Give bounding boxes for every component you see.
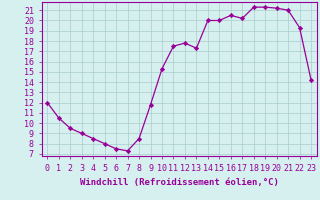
X-axis label: Windchill (Refroidissement éolien,°C): Windchill (Refroidissement éolien,°C) [80, 178, 279, 187]
